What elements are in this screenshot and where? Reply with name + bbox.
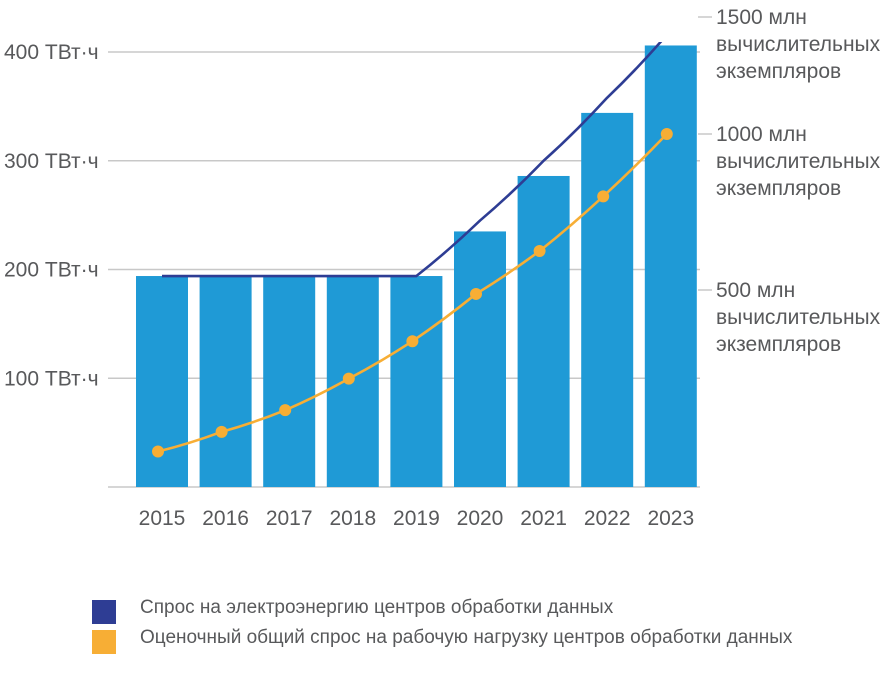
bar-2023 <box>644 45 697 487</box>
x-tick-label: 2020 <box>457 507 504 530</box>
marker-workload-2018 <box>342 372 355 385</box>
right-tick-label: экземпляров <box>716 60 841 83</box>
y-tick-label: 100 ТВт·ч <box>4 367 99 390</box>
marker-workload-2015 <box>152 445 164 458</box>
right-tick-label: 500 млн <box>716 279 795 302</box>
bar-2019 <box>390 276 443 487</box>
legend-label: Оценочный общий спрос на рабочую нагрузк… <box>140 627 793 648</box>
marker-workload-2016 <box>215 425 228 438</box>
bar-2020 <box>454 231 506 487</box>
right-tick-label: 1000 млн <box>716 123 807 146</box>
legend-label: Спрос на электроэнергию центров обработк… <box>140 597 614 618</box>
bar-2017 <box>263 276 316 487</box>
bar-2021 <box>517 175 570 487</box>
legend-item-power-demand: Спрос на электроэнергию центров обработк… <box>92 596 812 624</box>
marker-workload-2022 <box>597 190 610 203</box>
lines-layer <box>152 42 673 458</box>
legend-swatch-power-demand <box>92 600 116 624</box>
x-tick-label: 2022 <box>584 507 631 530</box>
x-axis-labels: 2015 2016 2017 2018 2019 2020 2021 2022 2023 <box>139 507 695 530</box>
line-power-demand <box>162 42 663 278</box>
bar-2016 <box>199 276 252 487</box>
x-tick-label: 2019 <box>393 507 440 530</box>
y-tick-label: 300 ТВт·ч <box>4 150 99 173</box>
bars-layer <box>136 45 697 488</box>
chart: 100 ТВт·ч 200 ТВт·ч 300 ТВт·ч 400 ТВт·ч 201… <box>4 6 881 530</box>
marker-workload-2021 <box>533 245 546 257</box>
y-tick-label: 200 ТВт·ч <box>4 259 99 282</box>
marker-workload-2019 <box>406 335 419 348</box>
right-tick-label: вычислительных <box>716 306 881 329</box>
right-tick-label: экземпляров <box>716 333 841 356</box>
right-tick-label: вычислительных <box>716 150 881 173</box>
x-tick-label: 2023 <box>647 507 694 530</box>
right-tick-label: 1500 млн <box>716 6 807 29</box>
x-tick-label: 2015 <box>139 507 186 530</box>
x-tick-label: 2018 <box>329 507 376 530</box>
y-tick-label: 400 ТВт·ч <box>4 41 99 64</box>
right-axis-labels: 500 млн вычислительных экземпляров 1000 млн… <box>698 6 881 356</box>
legend-swatch-workload-demand <box>92 630 116 654</box>
right-tick-label: экземпляров <box>716 177 841 200</box>
x-tick-label: 2021 <box>520 507 567 530</box>
x-tick-label: 2016 <box>202 507 249 530</box>
marker-workload-2023 <box>660 128 673 140</box>
right-tick-label: вычислительных <box>716 33 881 56</box>
legend-item-workload-demand: Оценочный общий спрос на рабочую нагрузк… <box>92 626 812 654</box>
marker-workload-2017 <box>279 404 292 417</box>
y-axis-labels: 100 ТВт·ч 200 ТВт·ч 300 ТВт·ч 400 ТВт·ч <box>4 41 99 390</box>
x-tick-label: 2017 <box>266 507 313 530</box>
marker-workload-2020 <box>470 287 482 300</box>
legend: Спрос на электроэнергию центров обработк… <box>92 596 812 656</box>
bar-2022 <box>581 112 634 488</box>
